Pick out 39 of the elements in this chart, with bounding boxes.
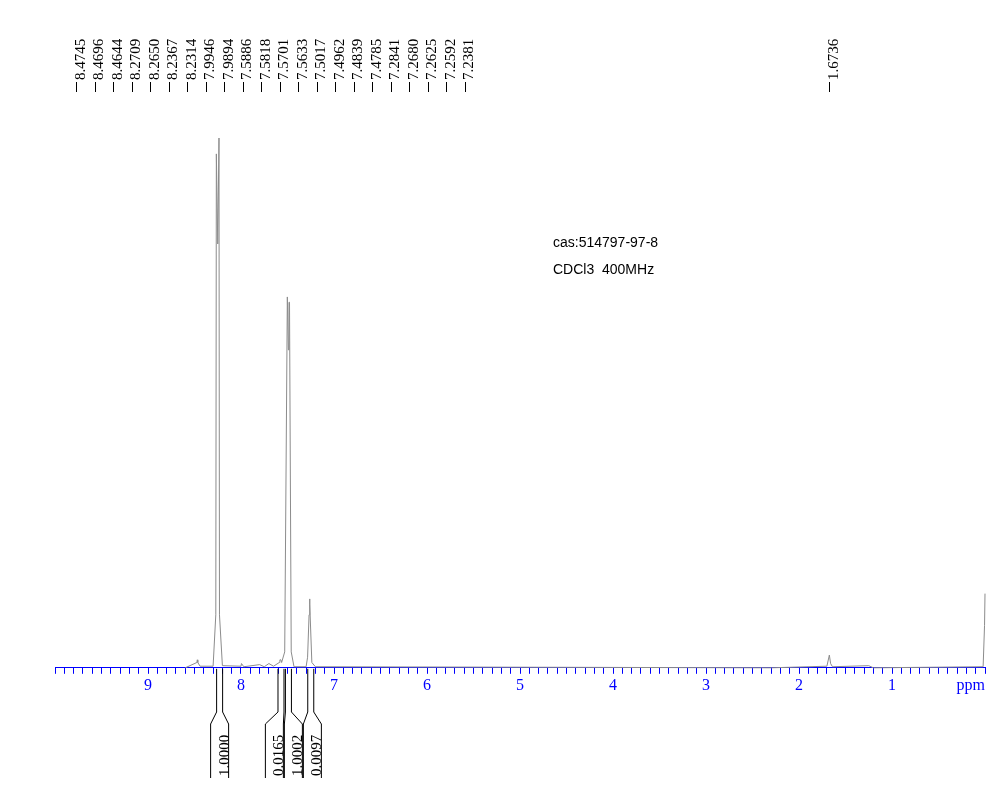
text: 7.9894	[219, 38, 236, 80]
x-tick-label: 9	[144, 675, 152, 693]
annotation: 1.0000	[215, 734, 232, 776]
text: 7.2680	[404, 38, 421, 80]
text: 7.2841	[386, 38, 403, 80]
x-tick-label: 4	[609, 675, 617, 693]
text: 7.2625	[423, 38, 440, 80]
text: 7.5701	[275, 38, 292, 80]
x-tick-label: 7	[330, 675, 338, 693]
text: 8.4644	[108, 38, 125, 80]
text: 1.6736	[824, 38, 841, 80]
text: 7.5818	[256, 38, 273, 80]
text: 8.4696	[90, 38, 107, 80]
annotation: cas:514797-97-8	[553, 233, 659, 250]
x-tick-label: 5	[516, 675, 524, 693]
text: 8.2709	[127, 38, 144, 80]
x-tick-label: 6	[423, 675, 431, 693]
text: 7.5633	[293, 38, 310, 80]
x-tick-label: 2	[795, 675, 803, 693]
text: 7.9946	[201, 38, 218, 80]
text: 7.5886	[238, 38, 255, 80]
text: 7.4839	[349, 38, 366, 80]
text: 8.2314	[182, 38, 199, 80]
annotation: 0.0165	[270, 734, 287, 776]
annotation: 0.0097	[308, 734, 325, 776]
text: 8.4745	[71, 38, 88, 80]
text: 7.2381	[460, 38, 477, 80]
text: 8.2650	[145, 38, 162, 80]
text: 7.5017	[312, 38, 329, 80]
annotation: 1.0002	[289, 734, 306, 776]
text: 7.2592	[441, 38, 458, 80]
text: 8.2367	[164, 38, 181, 80]
annotation: CDCl3 400MHz	[553, 260, 655, 277]
x-axis-title: ppm	[956, 676, 986, 694]
x-tick-label: 3	[702, 675, 710, 693]
x-tick-label: 1	[888, 675, 896, 693]
x-tick-label: 8	[237, 675, 245, 693]
text: 7.4785	[367, 38, 384, 80]
text: 7.4962	[330, 38, 347, 80]
